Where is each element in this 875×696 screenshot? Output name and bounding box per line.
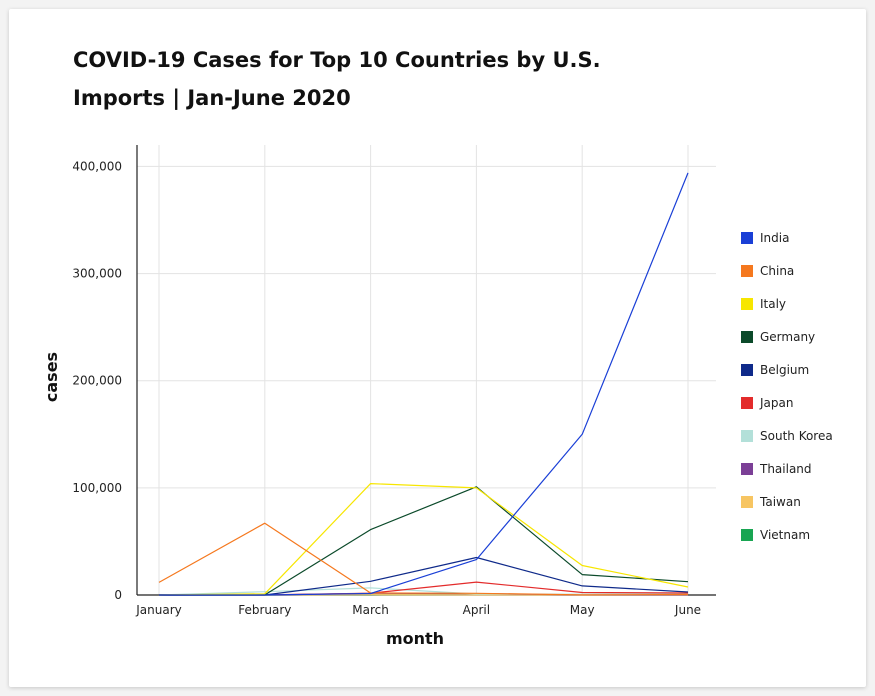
legend-label-india: India	[760, 231, 789, 245]
legend-label-germany: Germany	[760, 330, 815, 344]
legend-label-italy: Italy	[760, 297, 786, 311]
axes	[136, 145, 716, 596]
legend-swatch-thailand	[741, 463, 753, 475]
y-tick-label: 200,000	[72, 374, 122, 388]
legend-label-vietnam: Vietnam	[760, 528, 810, 542]
series-line-india	[159, 172, 689, 596]
y-tick-label: 400,000	[72, 159, 122, 173]
series-line-south-korea	[158, 587, 689, 596]
legend-label-belgium: Belgium	[760, 363, 809, 377]
series-line-italy	[158, 483, 689, 596]
y-tick-label: 0	[114, 588, 122, 602]
legend-swatch-taiwan	[741, 496, 753, 508]
x-tick-label: June	[674, 603, 701, 617]
x-axis-ticks: January February March April May June	[135, 603, 701, 617]
legend: India China Italy Germany Belgium Japan South …	[741, 231, 833, 542]
x-tick-label: April	[463, 603, 490, 617]
legend-label-china: China	[760, 264, 794, 278]
chart-card	[9, 9, 866, 687]
legend-swatch-india	[741, 232, 753, 244]
y-axis-title: cases	[42, 352, 61, 402]
x-tick-label: March	[352, 603, 389, 617]
series-line-germany	[158, 486, 689, 596]
y-tick-label: 300,000	[72, 267, 122, 281]
legend-label-thailand: Thailand	[759, 462, 812, 476]
legend-swatch-china	[741, 265, 753, 277]
x-tick-label: May	[570, 603, 595, 617]
chart-title: COVID-19 Cases for Top 10 Countries by U…	[73, 48, 601, 110]
legend-label-south-korea: South Korea	[760, 429, 833, 443]
legend-swatch-italy	[741, 298, 753, 310]
legend-swatch-vietnam	[741, 529, 753, 541]
grid	[137, 145, 716, 595]
legend-swatch-japan	[741, 397, 753, 409]
x-tick-label: February	[238, 603, 291, 617]
legend-swatch-germany	[741, 331, 753, 343]
legend-swatch-south-korea	[741, 430, 753, 442]
y-axis-ticks: 0 100,000 200,000 300,000 400,000	[72, 159, 122, 602]
legend-swatch-belgium	[741, 364, 753, 376]
legend-label-japan: Japan	[759, 396, 793, 410]
series-lines	[158, 172, 689, 596]
legend-label-taiwan: Taiwan	[759, 495, 801, 509]
x-tick-label: January	[135, 603, 182, 617]
series-line-china	[158, 522, 689, 596]
y-tick-label: 100,000	[72, 481, 122, 495]
x-axis-title: month	[386, 629, 444, 648]
